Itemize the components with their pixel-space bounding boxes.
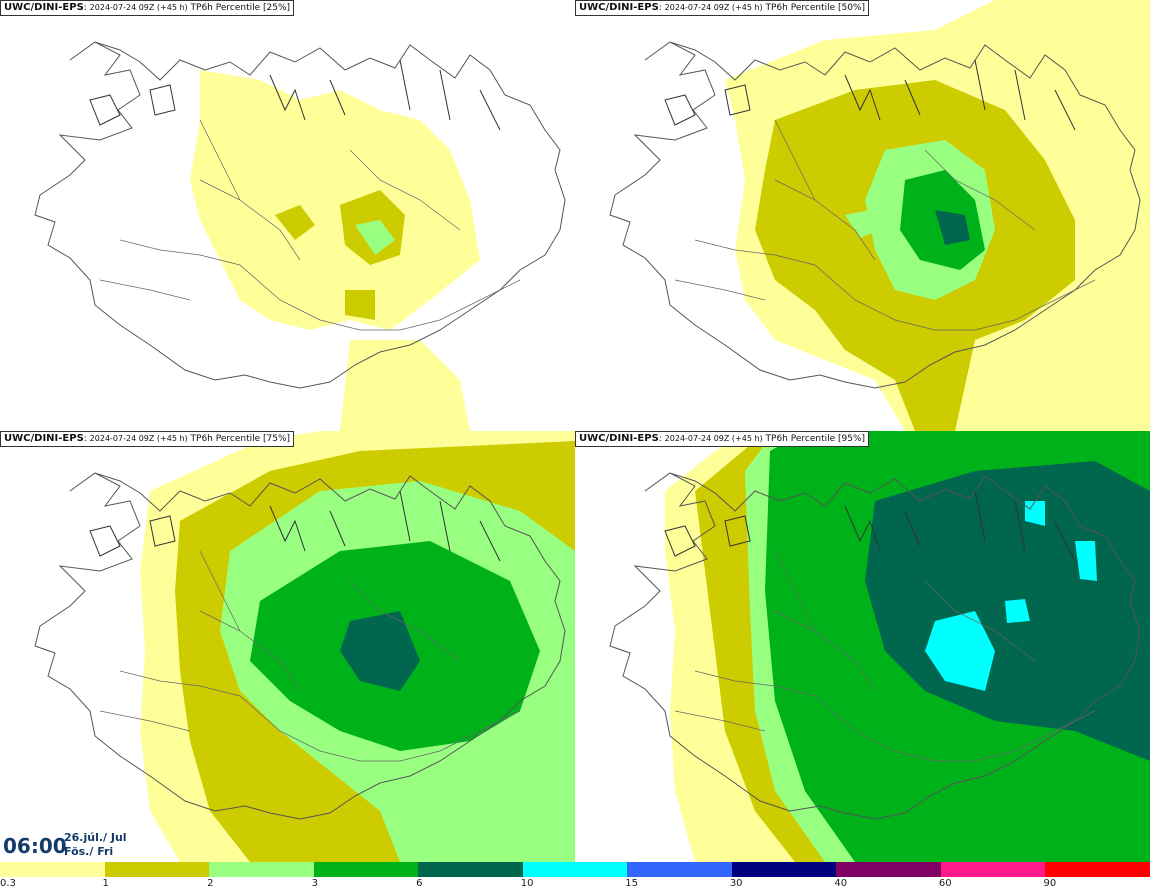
legend-tick-label: 90 xyxy=(1043,878,1057,889)
legend-swatch xyxy=(627,862,733,877)
map-p25 xyxy=(34,41,566,431)
valid-time: 06:00 xyxy=(3,834,67,858)
map-panel-p75: UWC/DINI-EPS: 2024-07-24 09Z (+45 h) TP6… xyxy=(0,431,575,862)
legend-tick-label: 3 xyxy=(311,878,318,889)
legend-tick-label: 0.3 xyxy=(0,878,16,889)
legend-tick-label: 10 xyxy=(520,878,534,889)
legend-tick-label: 6 xyxy=(416,878,423,889)
precip-area-light xyxy=(190,70,480,330)
valid-time-box: 06:00 26.júl./ Jul Fös./ Fri xyxy=(0,829,128,862)
panel-title: UWC/DINI-EPS: 2024-07-24 09Z (+45 h) TP6… xyxy=(0,431,295,447)
legend-tick-label: 30 xyxy=(729,878,743,889)
legend-swatch xyxy=(209,862,315,877)
legend-swatch xyxy=(418,862,524,877)
color-legend: 0.3 1 2 3 6 10 15 30 40 60 90 xyxy=(0,862,1150,891)
map-p75 xyxy=(34,431,575,862)
legend-swatch xyxy=(836,862,942,877)
legend-swatch xyxy=(731,862,838,877)
panel-title: UWC/DINI-EPS: 2024-07-24 09Z (+45 h) TP6… xyxy=(575,0,870,16)
legend-swatch xyxy=(0,862,106,877)
legend-tick-label: 2 xyxy=(207,878,214,889)
legend-swatch xyxy=(1045,862,1150,877)
panel-title: UWC/DINI-EPS: 2024-07-24 09Z (+45 h) TP6… xyxy=(0,0,295,16)
panel-title: UWC/DINI-EPS: 2024-07-24 09Z (+45 h) TP6… xyxy=(575,431,870,447)
map-panel-p50: UWC/DINI-EPS: 2024-07-24 09Z (+45 h) TP6… xyxy=(575,0,1150,431)
legend-tick-label: 1 xyxy=(102,878,109,889)
legend-tick-label: 40 xyxy=(834,878,848,889)
legend-swatch xyxy=(940,862,1047,877)
legend-tick-label: 60 xyxy=(938,878,952,889)
map-panel-p25: UWC/DINI-EPS: 2024-07-24 09Z (+45 h) TP6… xyxy=(0,0,575,431)
legend-swatch xyxy=(104,862,211,877)
valid-date: 26.júl./ Jul Fös./ Fri xyxy=(64,831,127,858)
map-p95 xyxy=(609,431,1150,862)
map-p50 xyxy=(609,0,1150,431)
map-panel-p95: UWC/DINI-EPS: 2024-07-24 09Z (+45 h) TP6… xyxy=(575,431,1150,862)
legend-swatch xyxy=(313,862,420,877)
legend-tick-label: 15 xyxy=(625,878,638,889)
legend-swatch xyxy=(522,862,629,877)
